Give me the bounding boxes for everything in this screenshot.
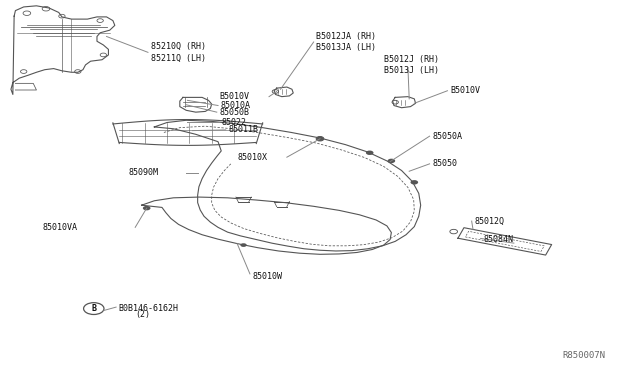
Circle shape (366, 151, 374, 155)
Text: 85050B: 85050B (220, 108, 250, 117)
Text: 85010A: 85010A (221, 101, 251, 110)
Text: (2): (2) (135, 310, 150, 319)
Text: 85050A: 85050A (432, 132, 462, 141)
Circle shape (388, 159, 395, 163)
Text: B5012J (RH)
B5013J (LH): B5012J (RH) B5013J (LH) (384, 55, 439, 75)
Text: 85210Q (RH)
85211Q (LH): 85210Q (RH) 85211Q (LH) (151, 42, 206, 62)
Text: 85010VA: 85010VA (43, 223, 78, 232)
Text: 85010X: 85010X (237, 153, 267, 162)
Circle shape (241, 243, 246, 247)
Text: 85022: 85022 (222, 118, 247, 127)
Text: R850007N: R850007N (562, 351, 605, 360)
Text: 85011B: 85011B (228, 125, 259, 134)
Text: B5010V: B5010V (450, 86, 480, 95)
Text: 85084N: 85084N (483, 235, 513, 244)
Circle shape (410, 180, 418, 185)
Text: 85090M: 85090M (129, 168, 159, 177)
Text: B5010V: B5010V (220, 92, 250, 101)
Text: 85010W: 85010W (252, 272, 282, 280)
Text: B: B (92, 304, 96, 313)
Text: 85012Q: 85012Q (474, 217, 504, 225)
Circle shape (143, 206, 150, 211)
Text: 85050: 85050 (432, 159, 457, 169)
Text: B0B146-6162H: B0B146-6162H (118, 304, 178, 313)
Circle shape (316, 137, 324, 141)
Text: B5012JA (RH)
B5013JA (LH): B5012JA (RH) B5013JA (LH) (316, 32, 376, 52)
